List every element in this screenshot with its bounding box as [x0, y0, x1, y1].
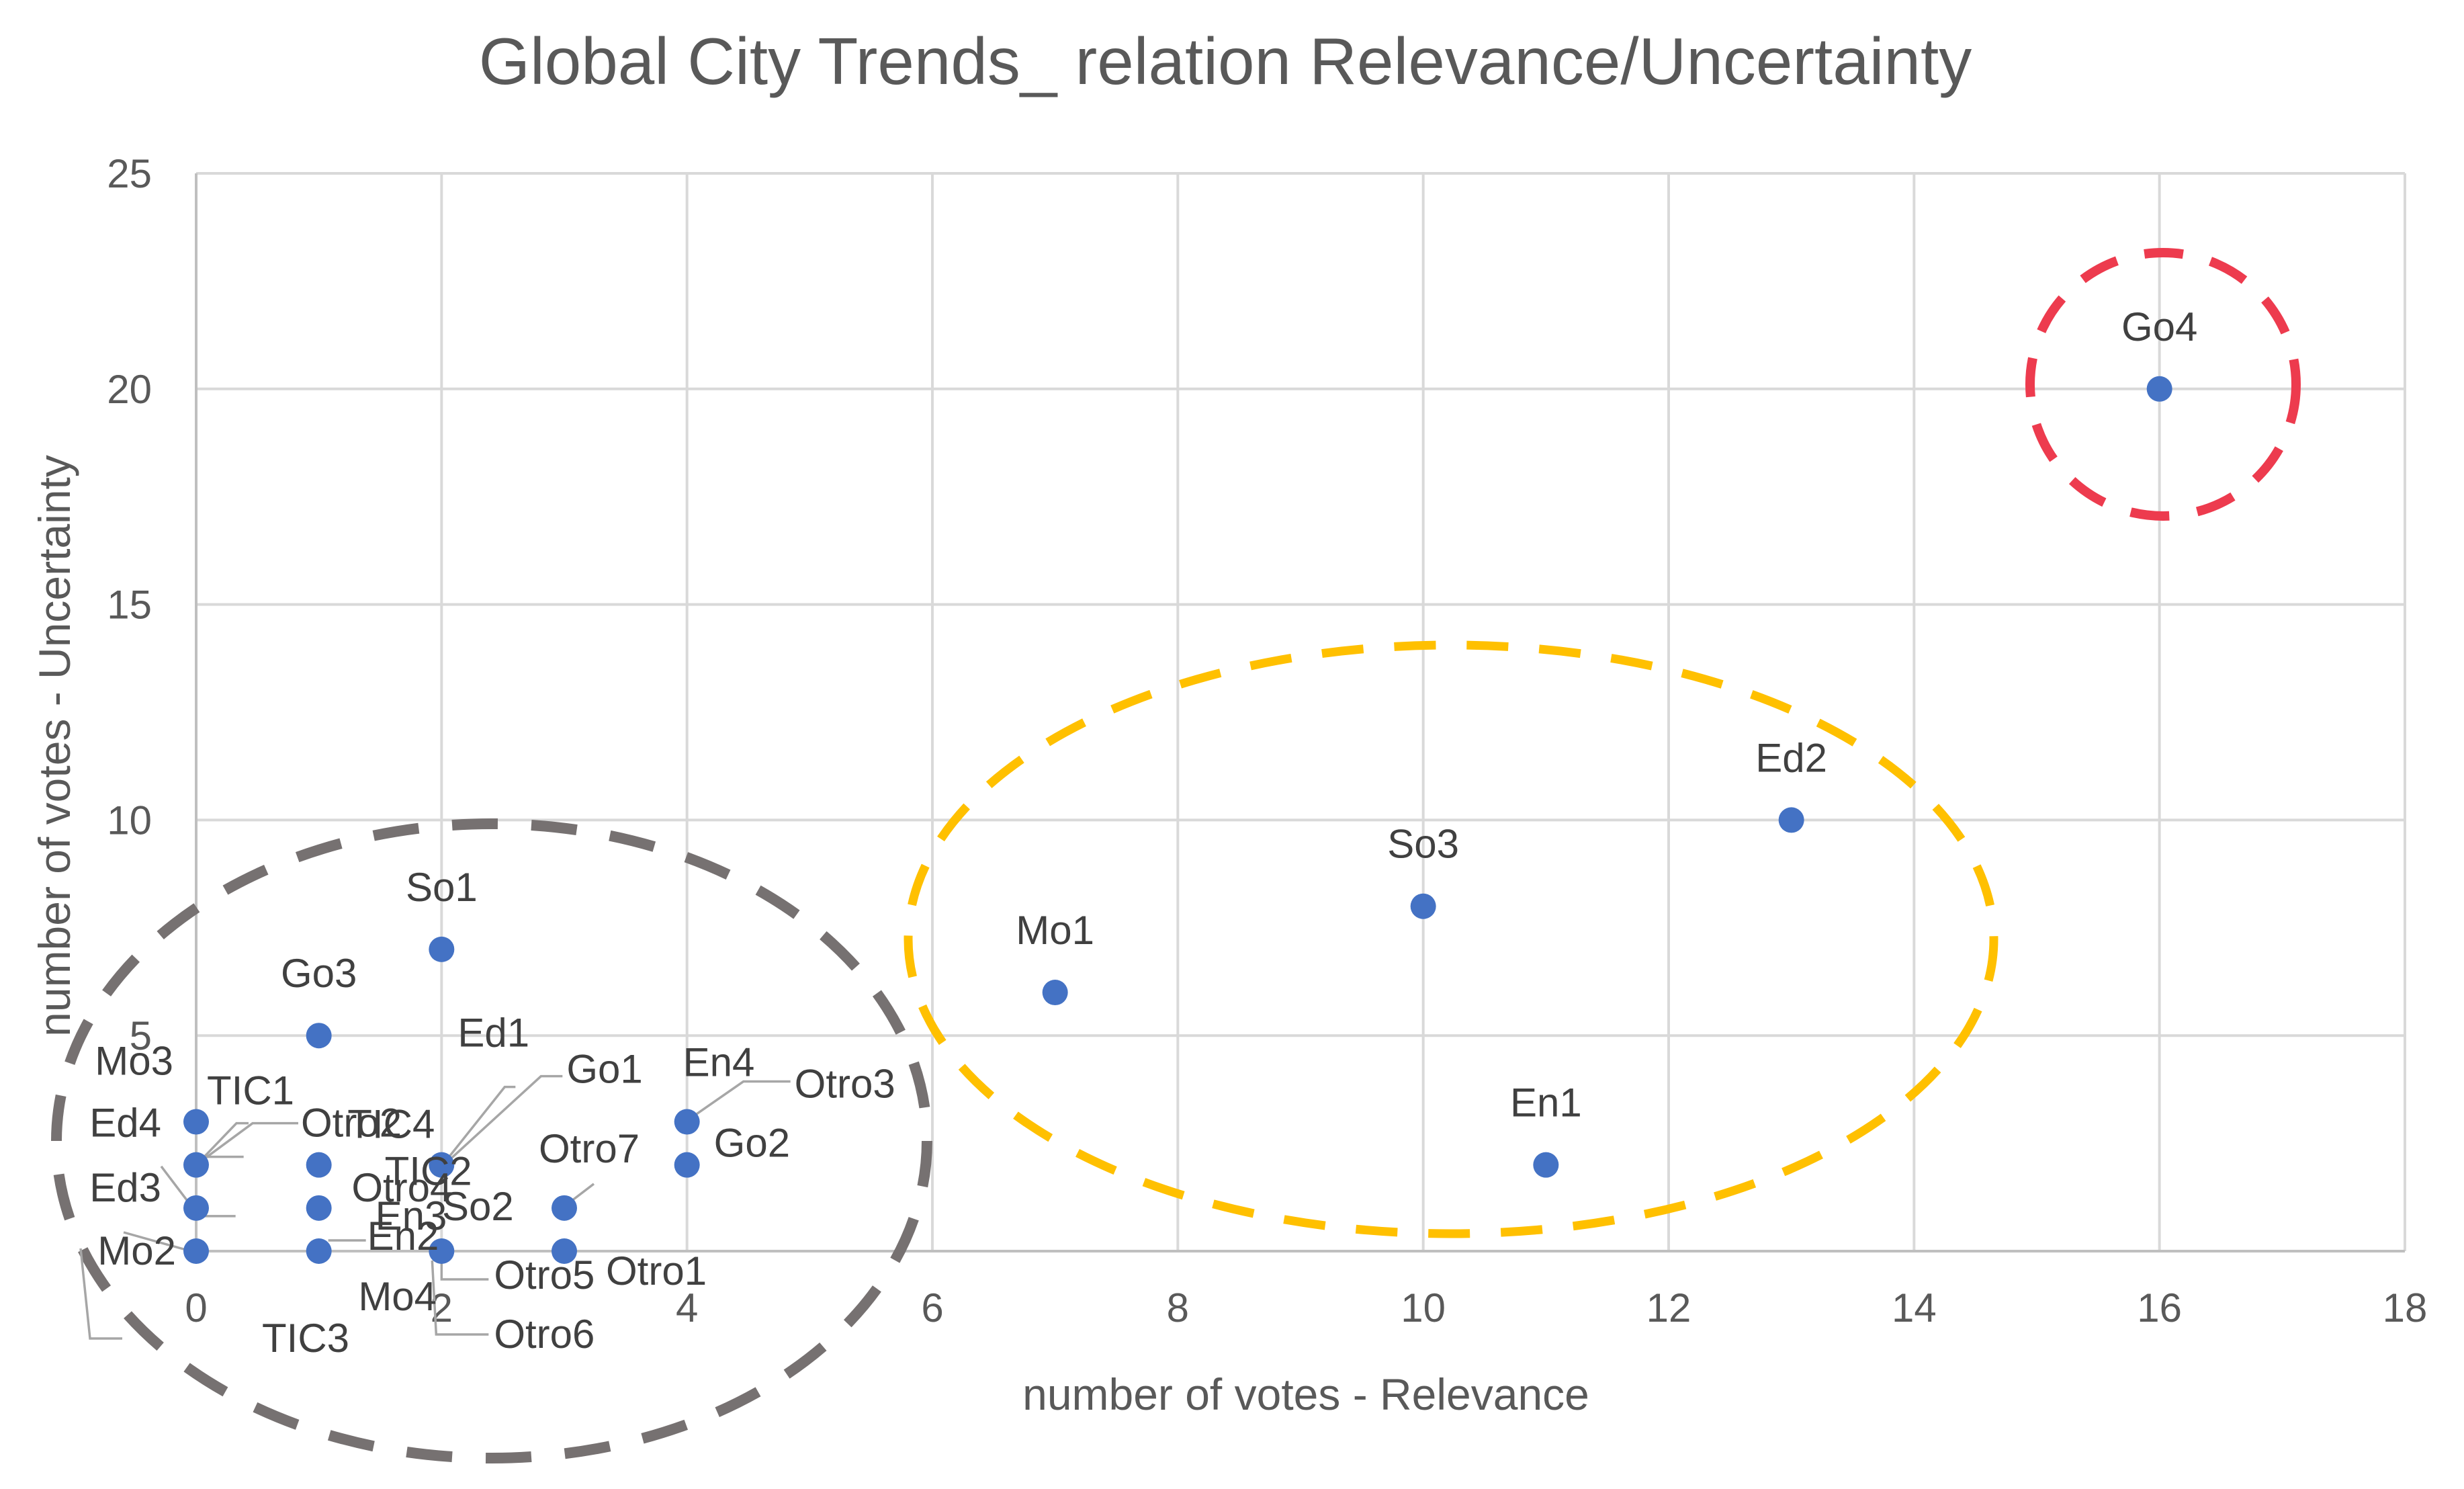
point-label: Go2 [714, 1121, 790, 1166]
cluster-ellipse-yellow [904, 640, 1998, 1238]
point-label: TIC3 [262, 1316, 349, 1361]
data-point [674, 1152, 700, 1178]
point-label: TIC2 [385, 1149, 472, 1194]
point-label: Ed4 [89, 1101, 161, 1146]
data-point [674, 1109, 700, 1135]
point-label: Go4 [2121, 304, 2197, 349]
point-label: Otro6 [494, 1312, 595, 1357]
data-point [552, 1195, 577, 1221]
point-label: En4 [683, 1040, 755, 1085]
data-points [183, 376, 2172, 1264]
cluster-ellipses [51, 248, 2301, 1463]
chart-title: Global City Trends_ relation Relevance/U… [479, 24, 1972, 98]
leader-line [440, 1259, 489, 1281]
leader-line [431, 1260, 489, 1336]
data-point [306, 1238, 332, 1264]
point-label: Go3 [281, 951, 357, 996]
x-tick-label: 16 [2137, 1285, 2182, 1330]
point-label: Otro7 [539, 1126, 640, 1171]
point-label: So2 [442, 1184, 514, 1229]
data-point [183, 1152, 209, 1178]
point-label: Otro3 [795, 1062, 895, 1107]
data-point [1533, 1152, 1559, 1178]
leader-line [202, 1121, 249, 1159]
data-point [306, 1023, 332, 1049]
cluster-ellipse-red [2025, 248, 2301, 521]
data-point [552, 1238, 577, 1264]
x-tick-label: 12 [1646, 1285, 1691, 1330]
point-label: Mo1 [1016, 908, 1094, 953]
x-tick-label: 18 [2383, 1285, 2428, 1330]
data-point [306, 1195, 332, 1221]
data-point [2146, 376, 2172, 402]
leader-line [446, 1074, 563, 1163]
data-point [306, 1152, 332, 1178]
x-tick-label: 6 [921, 1285, 943, 1330]
point-label: En1 [1510, 1080, 1582, 1125]
data-point [1778, 807, 1804, 833]
x-tick-label: 10 [1401, 1285, 1446, 1330]
data-point [183, 1109, 209, 1135]
data-point [1410, 893, 1436, 919]
y-tick-label: 20 [107, 367, 152, 412]
y-axis-label: number of votes - Uncertainty [30, 455, 79, 1037]
data-point [429, 1238, 455, 1264]
point-label: Ed2 [1755, 735, 1827, 780]
x-tick-label: 8 [1167, 1285, 1189, 1330]
point-label: Ed3 [89, 1165, 161, 1210]
y-tick-label: 15 [107, 583, 152, 628]
y-tick-label: 10 [107, 798, 152, 843]
leader-line [79, 1248, 122, 1340]
point-label: Go1 [566, 1047, 642, 1092]
x-axis-label: number of votes - Relevance [1022, 1369, 1589, 1419]
x-tick-label: 4 [676, 1285, 698, 1330]
point-label: TIC1 [207, 1068, 294, 1113]
data-point [1042, 980, 1068, 1006]
point-label: En2 [367, 1214, 439, 1259]
point-label: Mo4 [358, 1274, 437, 1319]
point-label: Otro1 [606, 1248, 707, 1293]
data-point [183, 1195, 209, 1221]
x-tick-label: 0 [185, 1285, 207, 1330]
point-label: Otro4 [351, 1165, 452, 1210]
leader-line [694, 1080, 791, 1116]
point-label: Mo3 [95, 1039, 173, 1084]
point-label: En3 [376, 1193, 447, 1238]
data-point [429, 1152, 455, 1178]
leader-line [123, 1231, 191, 1252]
data-point [183, 1238, 209, 1264]
point-label: Otro2 [301, 1101, 402, 1146]
point-label: Ed1 [457, 1011, 529, 1056]
leader-line [200, 1121, 298, 1162]
point-label: Mo2 [97, 1228, 176, 1273]
data-point [429, 936, 455, 962]
gridlines [196, 172, 2406, 1251]
x-tick-label: 14 [1892, 1285, 1937, 1330]
label-leader-lines [79, 1074, 791, 1340]
leader-line [570, 1183, 595, 1203]
point-label: TIC4 [347, 1102, 435, 1147]
point-label: So3 [1387, 822, 1459, 867]
point-label: Otro5 [494, 1252, 595, 1297]
cluster-ellipse-gray [51, 818, 932, 1463]
leader-line [160, 1165, 192, 1206]
y-tick-label: 25 [107, 151, 152, 196]
y-tick-label: 5 [130, 1013, 152, 1058]
leader-line [445, 1085, 516, 1160]
point-label: So1 [406, 865, 478, 910]
